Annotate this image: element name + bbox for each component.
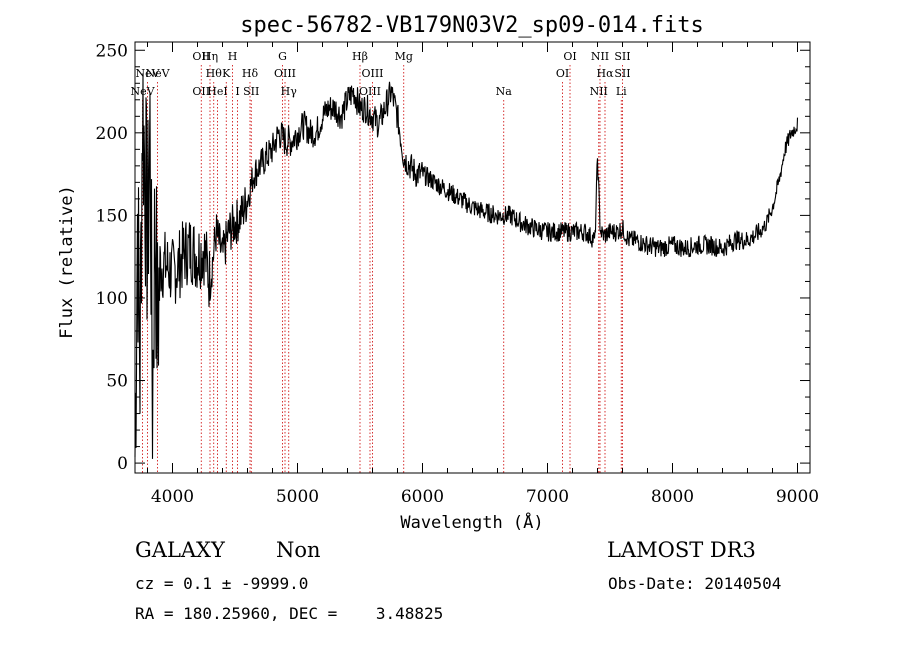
x-tick-label-1: 5000 — [276, 487, 319, 507]
chart-title: spec-56782-VB179N03V2_sp09-014.fits — [240, 13, 704, 38]
y-tick-label-4: 200 — [96, 124, 128, 144]
line-label-18: OIII — [359, 85, 381, 98]
object-class: GALAXY — [135, 538, 225, 562]
redshift-cz: cz = 0.1 ± -9999.0 — [135, 574, 309, 593]
line-label-5: Hη — [202, 50, 218, 63]
line-label-17: OIII — [361, 67, 383, 80]
line-label-4: OII — [192, 85, 210, 98]
line-label-28: Li — [616, 85, 627, 98]
x-tick-label-4: 8000 — [651, 487, 694, 507]
line-label-20: Na — [496, 85, 513, 98]
line-label-14: OIII — [274, 67, 296, 80]
line-label-11: Hδ — [242, 67, 259, 80]
survey-name: LAMOST DR3 — [607, 538, 756, 562]
line-label-13: G — [278, 50, 287, 63]
y-tick-label-5: 250 — [96, 41, 128, 61]
y-axis: 0 50 100 150 200 250 — [96, 41, 810, 474]
spectrum-line — [134, 73, 799, 459]
line-label-26: SII — [614, 50, 630, 63]
object-subclass: Non — [276, 538, 321, 562]
line-label-15: Hγ — [281, 85, 298, 98]
line-label-25: NII — [590, 85, 608, 98]
line-label-12: SII — [243, 85, 259, 98]
line-label-23: NII — [591, 50, 609, 63]
line-label-6: Hθ — [206, 67, 223, 80]
line-label-22: OI — [556, 67, 569, 80]
coordinates: RA = 180.25960, DEC = 3.48825 — [135, 604, 444, 623]
line-label-1: NeV — [135, 67, 160, 80]
line-label-9: H — [228, 50, 238, 63]
x-tick-label-0: 4000 — [151, 487, 194, 507]
x-axis: 4000 5000 6000 7000 8000 9000 — [147, 42, 819, 507]
line-label-2: NeV — [145, 67, 170, 80]
y-tick-label-3: 150 — [96, 206, 128, 226]
line-label-24: Hα — [596, 67, 614, 80]
line-label-19: Mg — [395, 50, 413, 63]
line-label-21: OI — [563, 50, 576, 63]
line-label-27: SII — [614, 67, 630, 80]
x-tick-label-2: 6000 — [401, 487, 444, 507]
line-label-10: I — [235, 85, 239, 98]
x-tick-label-5: 9000 — [776, 487, 819, 507]
x-axis-label: Wavelength (Å) — [400, 511, 543, 533]
line-label-7: HeI — [207, 85, 227, 98]
y-tick-label-2: 100 — [96, 289, 128, 309]
line-label-3: OII — [192, 50, 210, 63]
plot-frame — [134, 41, 811, 474]
x-tick-label-3: 7000 — [526, 487, 569, 507]
y-tick-label-0: 0 — [117, 454, 128, 474]
line-label-8: K — [222, 67, 231, 80]
y-tick-label-1: 50 — [106, 372, 128, 392]
observation-date: Obs-Date: 20140504 — [608, 574, 782, 593]
y-axis-label: Flux (relative) — [57, 185, 77, 339]
line-label-16: Hβ — [352, 50, 368, 63]
